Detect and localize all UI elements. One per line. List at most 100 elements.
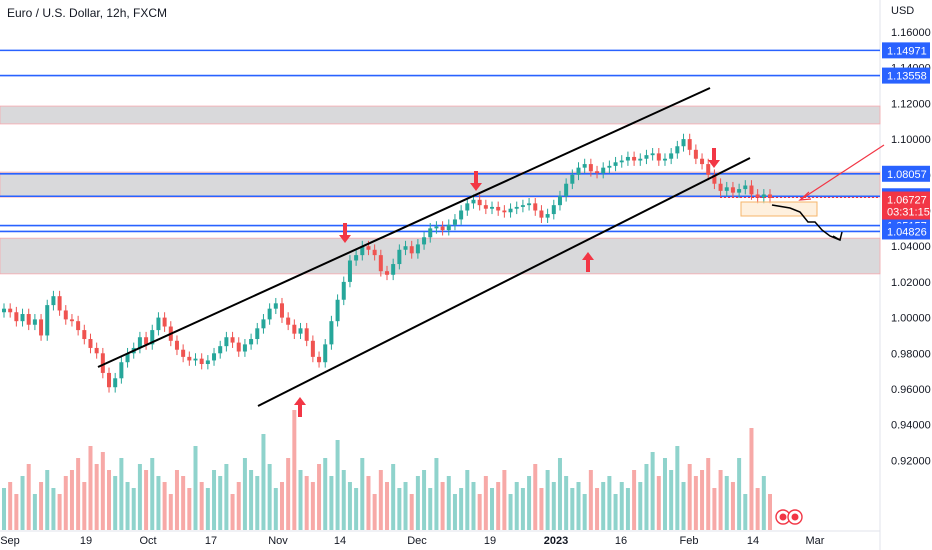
y-tick-label: 1.00000 xyxy=(891,313,931,325)
candle-body xyxy=(551,205,556,215)
volume-bar xyxy=(471,482,476,530)
candlestick xyxy=(224,331,229,352)
candle-body xyxy=(397,249,402,265)
candle-body xyxy=(403,246,408,250)
price-level-tag-bg xyxy=(882,67,930,84)
candlestick xyxy=(570,169,575,190)
volume-bar xyxy=(403,482,408,530)
volume-bar xyxy=(490,488,495,530)
volume-bar xyxy=(743,494,748,530)
candle-body xyxy=(693,149,698,159)
candle-body xyxy=(286,317,291,325)
candlestick xyxy=(761,189,766,204)
candle-body xyxy=(459,210,464,220)
candlestick xyxy=(230,331,235,348)
x-tick-label: Oct xyxy=(139,535,156,547)
candle-body xyxy=(94,347,99,354)
volume-bar xyxy=(730,482,735,530)
volume-bar xyxy=(434,458,439,530)
candlestick xyxy=(669,148,674,165)
candle-body xyxy=(292,324,297,334)
volume-bar xyxy=(768,494,772,530)
candlestick xyxy=(490,201,495,215)
candle-body xyxy=(465,203,470,211)
candle-body xyxy=(502,210,507,213)
price-level-tag-bg xyxy=(882,165,930,182)
candlestick xyxy=(317,351,322,368)
volume-bar xyxy=(502,470,507,530)
volume-bar xyxy=(354,488,359,530)
volume-bar xyxy=(706,458,711,530)
y-tick-label: 1.02000 xyxy=(891,277,931,289)
candlestick xyxy=(255,322,260,345)
candlestick xyxy=(681,133,686,152)
candle-body xyxy=(162,317,167,327)
candle-body xyxy=(113,378,118,388)
volume-bar xyxy=(564,476,569,530)
candlestick xyxy=(730,181,735,199)
candlestick xyxy=(354,249,359,266)
candlestick xyxy=(119,356,124,384)
volume-bar xyxy=(57,494,62,530)
volume-bar xyxy=(551,482,556,530)
candlestick xyxy=(8,303,13,318)
supply-demand-zone xyxy=(0,171,881,198)
candle-body xyxy=(230,337,235,343)
candle-body xyxy=(755,194,760,199)
candle-body xyxy=(360,246,365,256)
candlestick xyxy=(545,208,550,223)
up-arrow-1 xyxy=(294,397,306,417)
candle-body xyxy=(409,246,414,254)
candlestick xyxy=(242,339,247,357)
candle-body xyxy=(632,156,637,161)
candle-body xyxy=(45,305,50,336)
candle-body xyxy=(514,206,519,209)
volume-bar xyxy=(212,470,217,530)
y-tick-label: 0.98000 xyxy=(891,348,931,360)
candle-body xyxy=(588,164,593,172)
candle-body xyxy=(545,214,550,218)
candlestick xyxy=(378,249,383,277)
candlestick xyxy=(335,294,340,327)
volume-bar xyxy=(113,476,118,530)
x-tick-label: Sep xyxy=(0,535,20,547)
volume-bar xyxy=(69,470,74,530)
candlestick xyxy=(2,303,6,318)
candle-body xyxy=(174,340,179,350)
candle-body xyxy=(76,321,81,331)
candle-body xyxy=(212,353,217,361)
candlestick xyxy=(304,322,309,347)
volume-bar xyxy=(45,470,50,530)
price-level-tag-text: 1.08057 xyxy=(887,169,927,181)
candlestick xyxy=(323,339,328,368)
candlestick xyxy=(51,290,56,311)
candlestick xyxy=(520,199,525,213)
arrow-shaft xyxy=(474,171,478,184)
candlestick xyxy=(601,162,606,179)
volume-bar xyxy=(372,494,377,530)
volume-bar xyxy=(557,458,562,530)
volume-bar xyxy=(576,482,581,530)
candle-body xyxy=(304,328,309,341)
candle-body xyxy=(378,255,383,272)
volume-bar xyxy=(601,482,606,530)
candle-body xyxy=(218,346,223,354)
candlestick xyxy=(341,276,346,306)
candlestick xyxy=(205,355,210,370)
candlestick xyxy=(428,222,433,243)
candle-body xyxy=(483,205,488,209)
candle-body xyxy=(706,164,711,175)
candle-body xyxy=(391,264,396,275)
volume-bar xyxy=(224,464,229,530)
pointer-arrowhead xyxy=(798,191,812,201)
candle-body xyxy=(508,208,513,213)
candle-body xyxy=(761,194,766,199)
candle-body xyxy=(669,153,674,159)
candlestick xyxy=(329,315,334,350)
x-tick-label: 19 xyxy=(484,535,496,547)
candlestick xyxy=(613,156,618,172)
candle-body xyxy=(700,158,705,165)
candle-body xyxy=(236,342,241,352)
candlestick xyxy=(533,198,538,216)
